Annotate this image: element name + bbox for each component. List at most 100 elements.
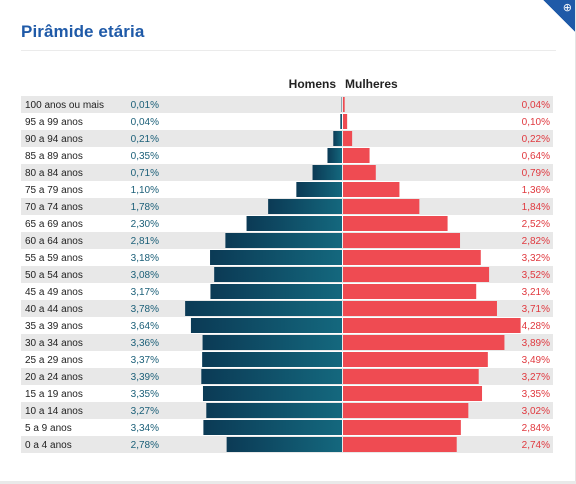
male-bar [333,131,342,146]
female-bar [343,301,497,316]
row-shade [21,164,553,181]
male-bar [202,386,342,401]
age-group-label: 100 anos ou mais [25,100,104,111]
female-bar [343,131,353,146]
female-bar [343,182,400,197]
male-percent-label: 3,78% [131,304,159,315]
female-percent-label: 2,52% [522,219,550,230]
male-percent-label: 0,04% [131,117,159,128]
male-bar [202,352,342,367]
male-bar [327,148,342,163]
male-bar [214,267,342,282]
age-group-label: 0 a 4 anos [25,440,72,451]
female-percent-label: 3,21% [522,287,550,298]
age-group-label: 95 a 99 anos [25,117,83,128]
female-bar [343,318,521,333]
female-percent-label: 4,28% [522,321,550,332]
male-percent-label: 3,18% [131,253,159,264]
male-bar [246,216,342,231]
male-header: Homens [289,77,337,91]
zoom-in-icon: ⊕ [562,1,572,14]
female-percent-label: 3,02% [522,406,550,417]
male-bar [210,250,342,265]
female-percent-label: 0,04% [522,100,550,111]
male-bar [210,284,342,299]
female-bar [343,403,469,418]
female-bar [343,199,420,214]
age-group-label: 40 a 44 anos [25,304,83,315]
male-bar [225,233,342,248]
male-bar [206,403,342,418]
female-bar [343,216,448,231]
female-percent-label: 0,64% [522,151,550,162]
female-bar [343,165,376,180]
male-percent-label: 0,21% [131,134,159,145]
male-bar [296,182,342,197]
female-percent-label: 1,36% [522,185,550,196]
zoom-button[interactable]: ⊕ [543,0,575,32]
male-percent-label: 2,81% [131,236,159,247]
male-percent-label: 1,10% [131,185,159,196]
male-bar [268,199,342,214]
bottom-border [0,481,576,484]
male-percent-label: 3,35% [131,389,159,400]
female-percent-label: 0,10% [522,117,550,128]
male-percent-label: 3,17% [131,287,159,298]
age-group-label: 20 a 24 anos [25,372,83,383]
male-bar [201,369,342,384]
female-percent-label: 3,27% [522,372,550,383]
age-group-label: 10 a 14 anos [25,406,83,417]
male-percent-label: 1,78% [131,202,159,213]
age-group-label: 5 a 9 anos [25,423,72,434]
female-header: Mulheres [345,77,398,91]
age-group-label: 50 a 54 anos [25,270,83,281]
female-percent-label: 3,89% [522,338,550,349]
row-shade [21,96,553,113]
female-percent-label: 0,79% [522,168,550,179]
female-bar [343,284,477,299]
male-percent-label: 3,37% [131,355,159,366]
male-percent-label: 0,71% [131,168,159,179]
male-percent-label: 3,08% [131,270,159,281]
male-percent-label: 3,36% [131,338,159,349]
female-percent-label: 2,74% [522,440,550,451]
age-group-label: 45 a 49 anos [25,287,83,298]
age-group-label: 15 a 19 anos [25,389,83,400]
female-percent-label: 3,52% [522,270,550,281]
female-bar [343,97,345,112]
male-bar [185,301,342,316]
female-percent-label: 3,49% [522,355,550,366]
age-group-label: 75 a 79 anos [25,185,83,196]
female-bar [343,352,488,367]
male-bar [202,335,342,350]
female-bar [343,250,481,265]
female-percent-label: 2,84% [522,423,550,434]
age-group-label: 65 a 69 anos [25,219,83,230]
female-bar [343,369,479,384]
title-divider [21,50,556,51]
male-percent-label: 2,30% [131,219,159,230]
female-bar [343,267,490,282]
male-percent-label: 0,01% [131,100,159,111]
age-group-label: 30 a 34 anos [25,338,83,349]
male-percent-label: 2,78% [131,440,159,451]
age-group-label: 70 a 74 anos [25,202,83,213]
male-percent-label: 3,27% [131,406,159,417]
male-percent-label: 3,34% [131,423,159,434]
female-percent-label: 3,35% [522,389,550,400]
row-shade [21,130,553,147]
female-bar [343,233,461,248]
age-group-label: 35 a 39 anos [25,321,83,332]
chart-title: Pirâmide etária [21,22,145,41]
male-percent-label: 3,39% [131,372,159,383]
female-percent-label: 0,22% [522,134,550,145]
age-group-label: 80 a 84 anos [25,168,83,179]
male-bar [203,420,342,435]
female-percent-label: 2,82% [522,236,550,247]
male-bar [226,437,342,452]
age-group-label: 85 a 89 anos [25,151,83,162]
female-percent-label: 3,71% [522,304,550,315]
female-bar [343,420,461,435]
